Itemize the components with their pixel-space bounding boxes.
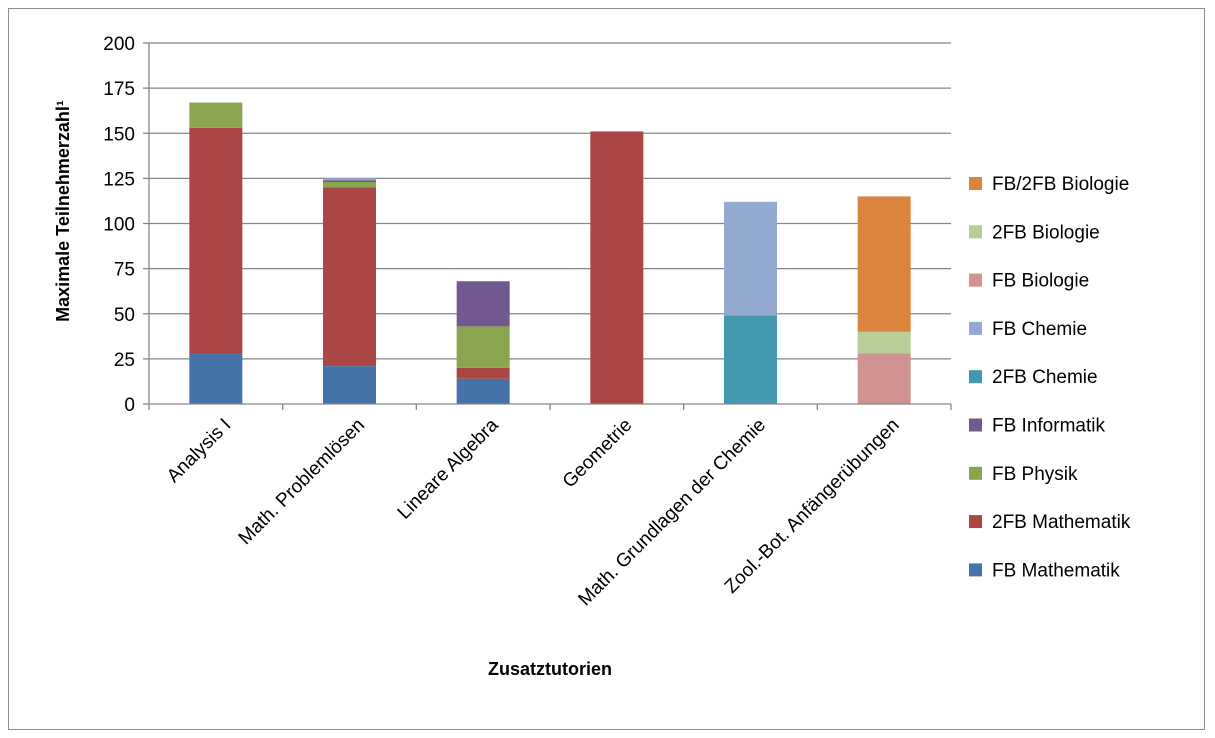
bar-segment xyxy=(189,102,243,128)
legend-swatch xyxy=(969,370,982,384)
y-tick-label: 100 xyxy=(103,215,135,236)
bar-segment xyxy=(590,131,644,404)
legend-swatch xyxy=(969,225,982,239)
y-tick-label: 175 xyxy=(103,79,135,100)
y-tick-label: 75 xyxy=(114,260,135,281)
legend-label: FB Biologie xyxy=(992,271,1089,292)
legend-label: FB Mathematik xyxy=(992,560,1120,581)
y-tick-label: 0 xyxy=(124,395,135,416)
bar-segment xyxy=(323,181,376,188)
x-tick-labels: Analysis I Math. Problemlösen Lineare Alge… xyxy=(163,414,904,610)
x-tick-label: Math. Problemlösen xyxy=(235,415,369,549)
y-tick-labels: 0 25 50 75 100 125 150 175 200 xyxy=(103,34,135,416)
y-tick-label: 200 xyxy=(103,34,135,55)
legend-label: FB/2FB Biologie xyxy=(992,174,1129,195)
bar-segment xyxy=(857,353,911,404)
legend-swatch xyxy=(969,563,982,577)
legend-swatch xyxy=(969,321,982,335)
bar-segment xyxy=(456,326,510,368)
bar-segment xyxy=(456,367,510,379)
legend-label: 2FB Mathematik xyxy=(992,512,1131,533)
legend-label: FB Physik xyxy=(992,464,1078,485)
legend-swatch xyxy=(969,273,982,287)
y-tick-label: 125 xyxy=(103,169,135,190)
y-tick-label: 150 xyxy=(103,124,135,145)
y-tick-label: 25 xyxy=(114,350,135,371)
bar-segment xyxy=(189,127,243,354)
legend-swatch xyxy=(969,466,982,480)
legend: FB/2FB Biologie 2FB Biologie FB Biologie FB… xyxy=(969,174,1131,581)
chart-frame: 0 25 50 75 100 125 150 175 200 Analysis I Math. P… xyxy=(8,8,1205,730)
bar-segment xyxy=(189,353,243,404)
legend-label: FB Informatik xyxy=(992,416,1105,437)
x-tick-label: Analysis I xyxy=(163,415,235,487)
bar-segment xyxy=(456,281,510,327)
legend-swatch xyxy=(969,177,982,190)
bar-segment xyxy=(323,178,376,181)
bar-segment xyxy=(724,201,777,316)
legend-label: 2FB Biologie xyxy=(992,222,1100,243)
x-tick-label: Geometrie xyxy=(559,415,637,493)
legend-swatch xyxy=(969,515,982,529)
bar-segment xyxy=(857,196,911,332)
bar-segment xyxy=(857,331,911,354)
legend-swatch xyxy=(969,418,982,432)
bar-segment xyxy=(323,366,376,404)
gridlines xyxy=(149,42,951,360)
y-tick-label: 50 xyxy=(114,305,135,326)
bar-segment xyxy=(724,315,777,404)
bar-segment xyxy=(323,180,376,182)
legend-label: FB Chemie xyxy=(992,319,1087,340)
legend-label: 2FB Chemie xyxy=(992,367,1098,388)
x-axis-title: Zusatztutorien xyxy=(488,659,612,679)
x-tick-label: Lineare Algebra xyxy=(394,414,503,523)
axes xyxy=(143,42,952,410)
bar-segment xyxy=(323,187,376,367)
y-axis-title: Maximale Teilnehmerzahl¹ xyxy=(53,100,73,322)
bar-segment xyxy=(456,378,510,404)
stacked-bar-chart: 0 25 50 75 100 125 150 175 200 Analysis I Math. P… xyxy=(53,34,1131,679)
bars xyxy=(189,102,911,404)
